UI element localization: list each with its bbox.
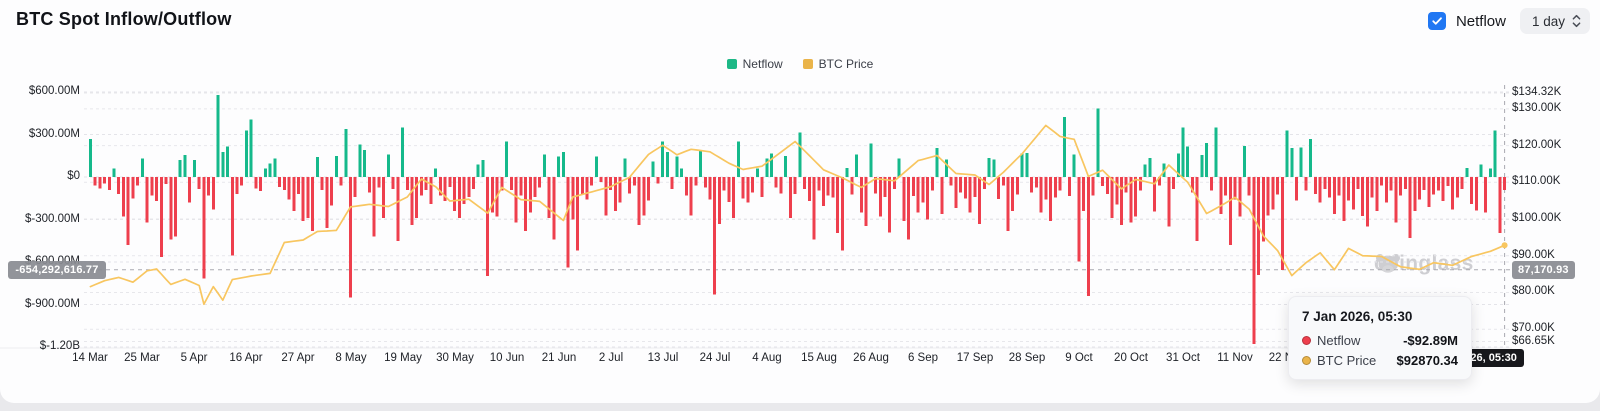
netflow-checkbox[interactable]	[1427, 12, 1446, 30]
y-axis-right-tick: $80.00K	[1512, 285, 1555, 297]
crosshair-price-badge: 87,170.93	[1512, 260, 1575, 279]
watermark: coinglass	[1374, 252, 1474, 276]
x-axis-tick: 24 Jul	[699, 352, 731, 364]
x-axis-tick: 30 May	[436, 352, 474, 364]
tooltip-date: 7 Jan 2026, 05:30	[1302, 309, 1413, 324]
x-axis-tick: 8 May	[335, 352, 367, 364]
x-axis-tick: 11 Nov	[1217, 352, 1253, 364]
legend-item-netflow[interactable]: Netflow	[726, 57, 783, 71]
x-axis-tick: 21 Jun	[541, 352, 577, 364]
legend-swatch-icon	[726, 59, 737, 69]
btc-price-line	[89, 124, 1506, 306]
page-title: BTC Spot Inflow/Outflow	[16, 9, 232, 29]
x-axis-tick: 20 Oct	[1114, 352, 1148, 364]
x-axis-tick: 31 Oct	[1166, 352, 1200, 364]
chart-tooltip: 7 Jan 2026, 05:30 Netflow -$92.89M BTC P…	[1288, 296, 1472, 380]
y-axis-left-tick: $-900.00M	[25, 298, 80, 310]
x-axis-tick: 16 Apr	[229, 352, 263, 364]
coinglass-logo-icon	[1376, 254, 1400, 273]
y-axis-right-tick: $90.00K	[1512, 249, 1555, 261]
x-axis-tick: 26 Aug	[853, 352, 889, 364]
x-axis-tick: 2 Jul	[598, 352, 624, 364]
y-axis-left-tick: $600.00M	[28, 85, 80, 97]
interval-select[interactable]: 1 day	[1519, 8, 1590, 34]
tooltip-row-netflow: Netflow -$92.89M	[1302, 333, 1458, 348]
x-axis-tick: 10 Jun	[489, 352, 525, 364]
y-axis-right-tick: $110.00K	[1512, 175, 1561, 187]
y-axis-right-tick: $134.32K	[1512, 86, 1562, 98]
interval-select-value: 1 day	[1531, 13, 1565, 29]
x-axis-tick: 17 Sep	[956, 352, 994, 364]
y-axis-right-tick: $70.00K	[1512, 322, 1555, 334]
check-icon	[1432, 17, 1442, 25]
legend: Netflow BTC Price	[0, 57, 1600, 71]
x-axis-tick: 27 Apr	[281, 352, 315, 364]
y-axis-left-tick: $0	[67, 170, 80, 182]
legend-swatch-icon	[802, 59, 813, 69]
legend-item-btc-price[interactable]: BTC Price	[802, 57, 873, 71]
series-dot-icon	[1302, 336, 1311, 345]
y-axis-right-tick: $100.00K	[1512, 212, 1562, 224]
series-dot-icon	[1302, 356, 1311, 365]
header-controls: Netflow 1 day	[1427, 8, 1590, 34]
netflow-checkbox-label[interactable]: Netflow	[1455, 12, 1506, 30]
x-axis-tick: 6 Sep	[907, 352, 939, 364]
y-axis-right-tick: $130.00K	[1512, 102, 1562, 114]
x-axis-tick: 5 Apr	[180, 352, 208, 364]
x-axis-tick: 15 Aug	[801, 352, 837, 364]
x-axis-tick: 14 Mar	[72, 352, 108, 364]
tooltip-row-btc-price: BTC Price $92870.34	[1302, 353, 1458, 368]
x-axis-tick: 9 Oct	[1065, 352, 1093, 364]
x-axis-tick: 19 May	[384, 352, 422, 364]
y-axis-left-tick: $300.00M	[28, 128, 80, 140]
y-axis-left-tick: $-300.00M	[25, 213, 80, 225]
x-axis-tick: 13 Jul	[647, 352, 679, 364]
x-axis-tick: 25 Mar	[124, 352, 160, 364]
netflow-bars	[88, 94, 1507, 345]
x-axis-tick: 4 Aug	[752, 352, 782, 364]
y-axis-right-tick: $120.00K	[1512, 139, 1562, 151]
x-axis-tick: 28 Sep	[1008, 352, 1046, 364]
y-axis-right-tick: $66.65K	[1512, 335, 1555, 347]
select-spinner-icon	[1572, 14, 1581, 28]
crosshair-netflow-badge: -654,292,616.77	[8, 260, 106, 279]
y-axis-left-tick: $-1.20B	[39, 340, 80, 352]
